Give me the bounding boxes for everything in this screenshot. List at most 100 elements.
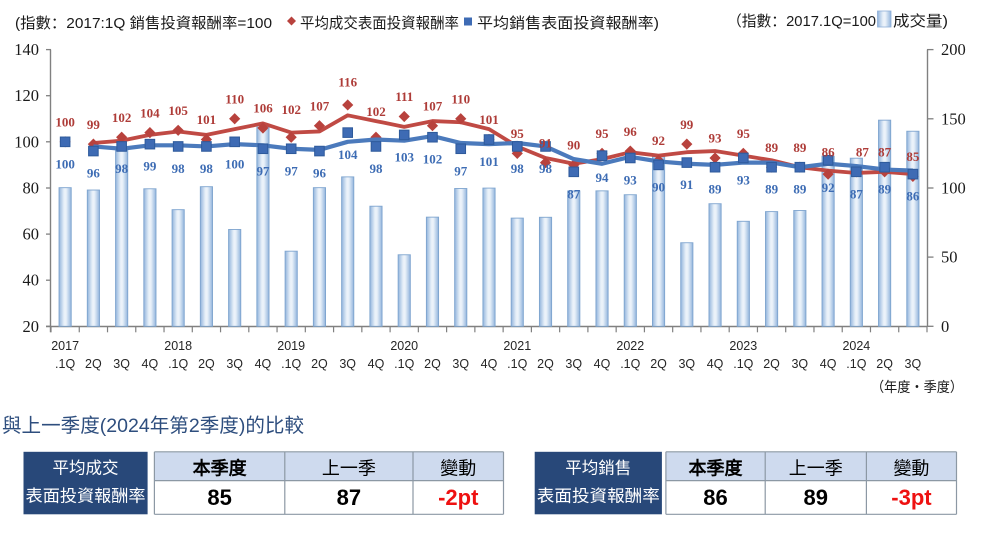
svg-text:2023: 2023 xyxy=(729,339,757,353)
svg-text:.1Q: .1Q xyxy=(620,357,640,371)
svg-text:110: 110 xyxy=(451,91,470,106)
svg-text:4Q: 4Q xyxy=(368,357,385,371)
svg-text:2Q: 2Q xyxy=(198,357,215,371)
svg-text:98: 98 xyxy=(115,161,129,176)
svg-text:平均成交表面投資報酬率: 平均成交表面投資報酬率 xyxy=(300,14,459,32)
svg-text:98: 98 xyxy=(200,161,214,176)
svg-text:60: 60 xyxy=(23,225,40,244)
svg-text:97: 97 xyxy=(285,163,299,178)
svg-text:90: 90 xyxy=(567,138,580,153)
svg-text:2Q: 2Q xyxy=(537,357,554,371)
svg-text:97: 97 xyxy=(256,163,270,178)
svg-text:104: 104 xyxy=(140,105,160,120)
svg-text:2Q: 2Q xyxy=(876,357,893,371)
svg-text:102: 102 xyxy=(366,104,386,119)
svg-text:表面投資報酬率: 表面投資報酬率 xyxy=(537,486,660,505)
svg-text:90: 90 xyxy=(652,179,665,194)
svg-text:3Q: 3Q xyxy=(905,357,922,371)
svg-text:87: 87 xyxy=(567,186,581,201)
svg-text:89: 89 xyxy=(765,140,779,155)
svg-text:2Q: 2Q xyxy=(763,357,780,371)
svg-text:100: 100 xyxy=(55,156,75,171)
svg-text:3Q: 3Q xyxy=(226,357,243,371)
svg-text:101: 101 xyxy=(197,112,217,127)
svg-text:.1Q: .1Q xyxy=(168,357,188,371)
svg-text:2019: 2019 xyxy=(277,339,305,353)
svg-text:平均成交: 平均成交 xyxy=(53,458,119,477)
svg-text:110: 110 xyxy=(225,91,244,106)
svg-text:4Q: 4Q xyxy=(820,357,837,371)
svg-text:.1Q: .1Q xyxy=(55,357,75,371)
svg-text:平均銷售: 平均銷售 xyxy=(565,458,631,477)
svg-text:3Q: 3Q xyxy=(565,357,582,371)
svg-text:表面投資報酬率: 表面投資報酬率 xyxy=(26,486,146,505)
svg-text:87: 87 xyxy=(337,485,361,510)
svg-text:.1Q: .1Q xyxy=(507,357,527,371)
svg-text:上一季: 上一季 xyxy=(322,458,376,478)
svg-text:86: 86 xyxy=(703,485,727,510)
svg-text:95: 95 xyxy=(596,126,610,141)
svg-text:40: 40 xyxy=(23,271,40,290)
svg-text:86: 86 xyxy=(906,189,920,204)
svg-text:87: 87 xyxy=(850,186,864,201)
svg-text:87: 87 xyxy=(856,145,870,160)
svg-text:106: 106 xyxy=(253,101,273,116)
svg-text:89: 89 xyxy=(804,485,828,510)
svg-text:.1Q: .1Q xyxy=(281,357,301,371)
svg-text:93: 93 xyxy=(624,172,638,187)
svg-text:99: 99 xyxy=(143,159,157,174)
svg-text:91: 91 xyxy=(680,177,693,192)
svg-text:93: 93 xyxy=(737,172,751,187)
svg-text:104: 104 xyxy=(338,147,358,162)
svg-text:2018: 2018 xyxy=(164,339,192,353)
svg-text:98: 98 xyxy=(369,161,383,176)
svg-text:80: 80 xyxy=(23,179,40,198)
svg-text:101: 101 xyxy=(479,112,499,127)
svg-text:87: 87 xyxy=(878,145,892,160)
svg-text:2022: 2022 xyxy=(616,339,644,353)
svg-text:（指數：2017.1Q=100: （指數：2017.1Q=100 xyxy=(727,13,876,30)
svg-text:200: 200 xyxy=(941,40,966,59)
svg-text:成交量): 成交量) xyxy=(893,12,948,30)
svg-text:120: 120 xyxy=(14,86,39,105)
svg-text:0: 0 xyxy=(941,317,949,336)
svg-text:99: 99 xyxy=(87,117,101,132)
svg-text:101: 101 xyxy=(479,154,499,169)
svg-text:-3pt: -3pt xyxy=(891,485,932,510)
svg-text:97: 97 xyxy=(454,163,468,178)
svg-text:85: 85 xyxy=(207,485,231,510)
svg-text:2Q: 2Q xyxy=(650,357,667,371)
svg-text:3Q: 3Q xyxy=(452,357,469,371)
svg-text:2024: 2024 xyxy=(842,339,870,353)
svg-text:111: 111 xyxy=(395,89,413,104)
svg-text:140: 140 xyxy=(14,40,39,59)
svg-text:本季度: 本季度 xyxy=(689,457,744,478)
svg-text:89: 89 xyxy=(793,182,807,197)
svg-text:3Q: 3Q xyxy=(339,357,356,371)
svg-text:102: 102 xyxy=(112,110,132,125)
svg-text:95: 95 xyxy=(737,126,751,141)
svg-text:102: 102 xyxy=(281,102,301,117)
svg-text:3Q: 3Q xyxy=(678,357,695,371)
svg-text:94: 94 xyxy=(596,170,610,185)
svg-text:.1Q: .1Q xyxy=(394,357,414,371)
svg-text:.1Q: .1Q xyxy=(846,357,866,371)
svg-text:100: 100 xyxy=(225,156,245,171)
svg-text:98: 98 xyxy=(511,161,525,176)
svg-text:89: 89 xyxy=(878,182,892,197)
svg-text:98: 98 xyxy=(539,161,553,176)
svg-text:99: 99 xyxy=(680,117,694,132)
svg-text:2Q: 2Q xyxy=(424,357,441,371)
svg-text:20: 20 xyxy=(23,317,40,336)
svg-text:100: 100 xyxy=(941,179,966,198)
svg-text:100: 100 xyxy=(55,115,75,130)
svg-text:96: 96 xyxy=(87,166,101,181)
svg-text:與上一季度(2024年第2季度)的比較: 與上一季度(2024年第2季度)的比較 xyxy=(2,415,304,437)
svg-text:89: 89 xyxy=(765,182,779,197)
svg-text:107: 107 xyxy=(310,98,330,113)
svg-text:93: 93 xyxy=(709,131,723,146)
svg-text:150: 150 xyxy=(941,109,966,128)
svg-text:2020: 2020 xyxy=(390,339,418,353)
svg-text:92: 92 xyxy=(822,180,835,195)
svg-text:116: 116 xyxy=(338,75,357,90)
